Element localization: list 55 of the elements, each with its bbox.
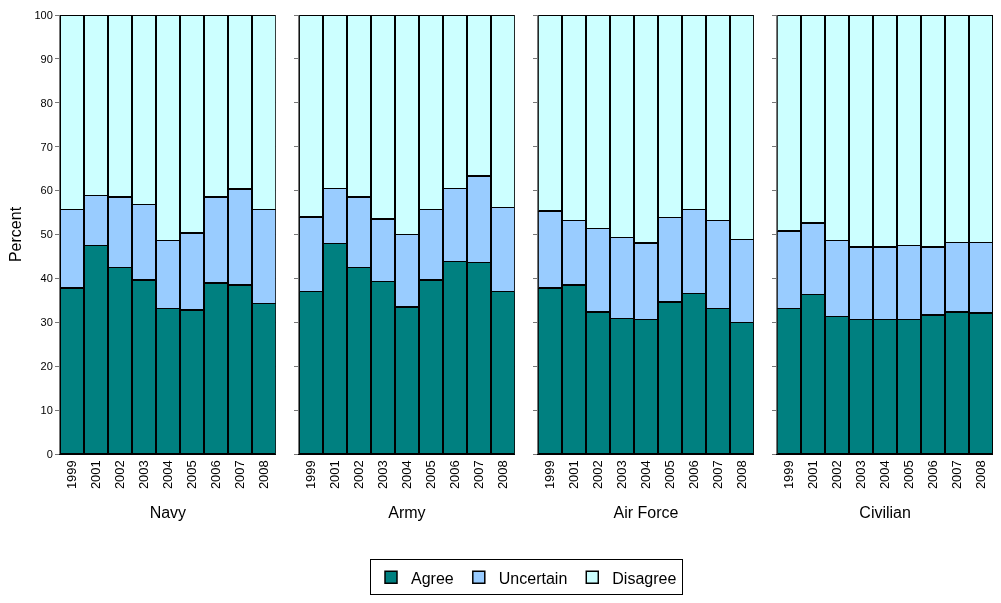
x-tick-label: 2008 [255,460,271,490]
x-tick-label: 2006 [447,460,463,490]
x-tick-label: 2008 [973,460,989,490]
x-tick-label: 2003 [614,460,630,490]
y-tick-label: 90 [40,52,53,65]
y-tick-label: 70 [40,140,53,153]
x-tick-label: 2005 [662,460,678,490]
legend-label: Uncertain [498,569,568,587]
x-axis-title: Army [388,503,426,521]
x-tick-label: 2007 [471,460,487,490]
x-tick-label: 2002 [590,460,606,490]
x-tick-label: 2002 [112,460,128,490]
y-tick-label: 50 [40,228,53,241]
x-tick-label: 1999 [303,460,319,490]
x-tick-label: 2008 [495,460,511,490]
x-tick-label: 1999 [781,460,797,490]
x-tick-label: 2002 [351,460,367,490]
legend-label: Disagree [612,569,677,587]
x-axis-title: Air Force [613,503,679,521]
x-tick-label: 1999 [542,460,558,490]
x-tick-label: 2001 [566,460,582,490]
y-tick-label: 0 [46,447,53,460]
x-axis-title: Civilian [859,503,911,521]
x-tick-label: 2006 [686,460,702,490]
y-axis-title: Percent [7,206,25,263]
y-tick-label: 40 [40,272,53,285]
legend-label: Agree [411,569,454,587]
x-tick-label: 2004 [638,460,654,490]
y-tick-label: 60 [40,184,53,197]
x-tick-label: 2003 [853,460,869,490]
x-tick-label: 2006 [208,460,224,490]
y-tick-label: 20 [40,360,53,373]
x-tick-label: 2001 [88,460,104,490]
x-axis-title: Navy [149,503,187,521]
y-tick-label: 80 [40,96,53,109]
x-tick-label: 2001 [327,460,343,490]
x-tick-label: 2007 [949,460,965,490]
x-tick-label: 2006 [925,460,941,490]
y-tick-label: 30 [40,316,53,329]
x-tick-label: 2001 [805,460,821,490]
x-tick-label: 2005 [901,460,917,490]
y-tick-label: 100 [34,8,53,21]
x-tick-label: 2002 [829,460,845,490]
x-tick-label: 1999 [64,460,80,490]
x-tick-label: 2007 [710,460,726,490]
x-tick-label: 2007 [232,460,248,490]
x-tick-label: 2008 [734,460,750,490]
y-tick-label: 10 [40,403,53,416]
x-tick-label: 2003 [136,460,152,490]
x-tick-label: 2005 [423,460,439,490]
x-tick-label: 2004 [877,460,893,490]
x-tick-label: 2003 [375,460,391,490]
x-tick-label: 2004 [160,460,176,490]
x-tick-label: 2004 [399,460,415,490]
x-tick-label: 2005 [184,460,200,490]
